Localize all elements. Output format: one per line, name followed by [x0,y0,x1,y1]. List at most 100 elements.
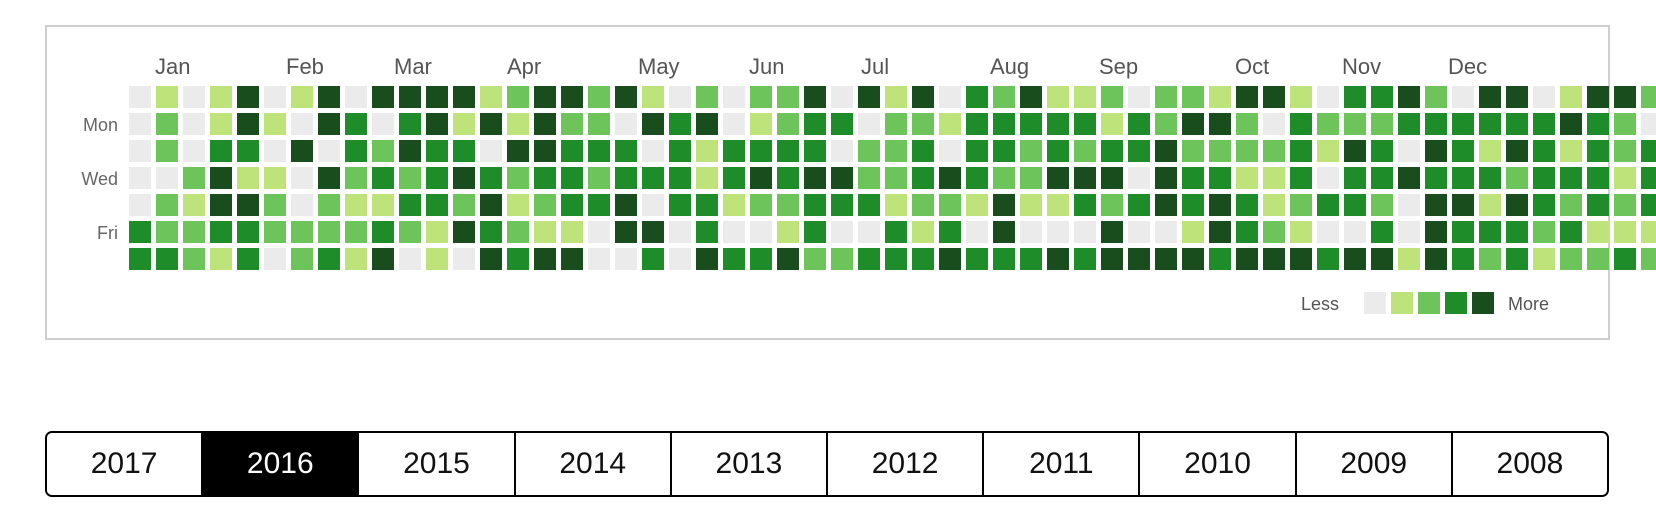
contribution-cell [561,140,583,162]
contribution-cell [993,113,1015,135]
contribution-cell [1209,194,1231,216]
contribution-cell [669,194,691,216]
year-button-2013[interactable]: 2013 [669,433,827,495]
contribution-cell [399,113,421,135]
year-button-2016[interactable]: 2016 [201,433,358,495]
contribution-cell [480,113,502,135]
contribution-cell [642,167,664,189]
year-button-2015[interactable]: 2015 [357,433,514,495]
year-button-2010[interactable]: 2010 [1138,433,1295,495]
contribution-cell [1074,248,1096,270]
contribution-cell [696,140,718,162]
contribution-cell [1371,194,1393,216]
contribution-cell [237,113,259,135]
contribution-cell [318,167,340,189]
contribution-cell [750,194,772,216]
contribution-cell [588,194,610,216]
contribution-cell [561,86,583,108]
year-button-2012[interactable]: 2012 [826,433,983,495]
contribution-cell [777,113,799,135]
contribution-cell [588,221,610,243]
contribution-cell [1155,86,1177,108]
contribution-cell [1047,248,1069,270]
contribution-cell [1209,167,1231,189]
contribution-cell [345,113,367,135]
contribution-cell [1155,140,1177,162]
contribution-cell [588,248,610,270]
contribution-cell [750,221,772,243]
contribution-cell [1263,194,1285,216]
contribution-cell [1209,140,1231,162]
contribution-cell [1047,113,1069,135]
year-button-2014[interactable]: 2014 [513,433,670,495]
contribution-cell [372,86,394,108]
contribution-cell [858,248,880,270]
contribution-cell [642,248,664,270]
contribution-cell [831,140,853,162]
contribution-cell [480,167,502,189]
contribution-cell [804,194,826,216]
year-button-2011[interactable]: 2011 [982,433,1139,495]
contribution-cell [237,140,259,162]
year-button-2009[interactable]: 2009 [1294,433,1451,495]
contribution-cell [1614,167,1636,189]
contribution-cell [696,248,718,270]
contribution-cell [1182,221,1204,243]
contribution-cell [1479,86,1501,108]
contribution-cell [1506,140,1528,162]
contribution-cell [1344,113,1366,135]
contribution-cell [237,221,259,243]
year-button-2008[interactable]: 2008 [1450,433,1607,495]
contribution-cell [1317,113,1339,135]
contribution-cell [1587,167,1609,189]
contribution-cell [237,194,259,216]
contribution-cell [1398,167,1420,189]
contribution-cell [453,140,475,162]
contribution-cell [1290,221,1312,243]
contribution-cell [642,194,664,216]
contribution-cell [264,113,286,135]
contribution-cell [453,86,475,108]
contribution-cell [696,221,718,243]
contribution-cell [993,221,1015,243]
contribution-cell [804,167,826,189]
contribution-cell [156,140,178,162]
day-label-fri: Fri [97,223,118,243]
contribution-cell [1263,221,1285,243]
contribution-cell [777,221,799,243]
month-label-jun: Jun [749,54,785,79]
contribution-cell [1182,248,1204,270]
contribution-cell [1452,86,1474,108]
contribution-cell [1236,194,1258,216]
year-button-2017[interactable]: 2017 [47,433,202,495]
legend-swatch-level-1 [1391,292,1413,314]
legend-swatch-level-0 [1364,292,1386,314]
contribution-cell [1641,113,1656,135]
contribution-cell [264,194,286,216]
contribution-cell [129,221,151,243]
contribution-cell [1587,86,1609,108]
contribution-cell [885,248,907,270]
contribution-cell [318,194,340,216]
contribution-cell [129,248,151,270]
contribution-cell [1155,248,1177,270]
contribution-cell [1371,113,1393,135]
contribution-cell [858,113,880,135]
contribution-cell [1425,113,1447,135]
contribution-cell [615,221,637,243]
contribution-cell [237,86,259,108]
contribution-cell [1614,248,1636,270]
contribution-cell [831,221,853,243]
contribution-cell [1290,113,1312,135]
contribution-cell [1047,167,1069,189]
contribution-cell [156,221,178,243]
contribution-cell [831,194,853,216]
contribution-cell [669,140,691,162]
contribution-cell [426,140,448,162]
contribution-cell [858,221,880,243]
contribution-cell [264,248,286,270]
contribution-cell [453,167,475,189]
contribution-cell [1371,86,1393,108]
contribution-cell [696,113,718,135]
contribution-cell [1506,86,1528,108]
